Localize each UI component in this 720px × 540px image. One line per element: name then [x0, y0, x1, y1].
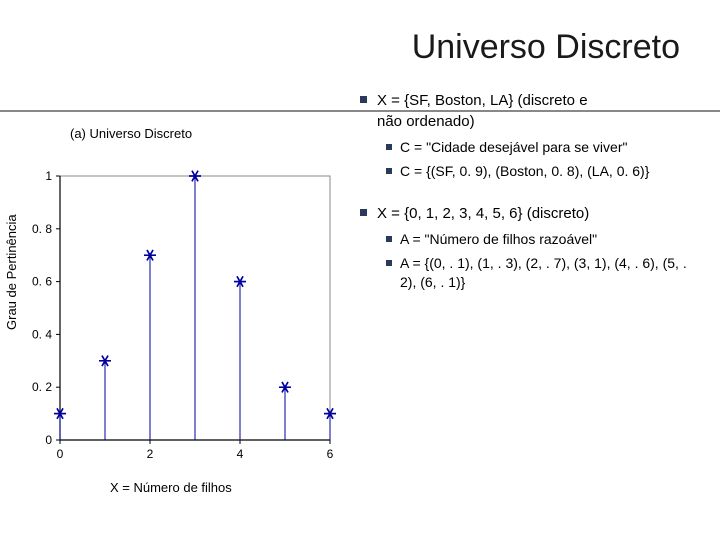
bullet-sf: X = {SF, Boston, LA} (discreto e não ord… — [360, 90, 700, 132]
text: C = "Cidade desejável para se viver" — [400, 138, 627, 158]
text: X = {0, 1, 2, 3, 4, 5, 6} (discreto) — [377, 203, 589, 224]
svg-text:4: 4 — [237, 447, 244, 461]
bullet-icon — [386, 144, 392, 150]
svg-text:0. 6: 0. 6 — [32, 275, 52, 289]
bullet-icon — [386, 168, 392, 174]
svg-text:2: 2 — [147, 447, 154, 461]
slide-title: Universo Discreto — [412, 28, 680, 67]
bullet-icon — [360, 209, 367, 216]
sub-bullet-aset: A = {(0, . 1), (1, . 3), (2, . 7), (3, 1… — [386, 254, 700, 293]
chart-caption: (a) Universo Discreto — [70, 126, 192, 141]
svg-text:0: 0 — [57, 447, 64, 461]
text: A = "Número de filhos razoável" — [400, 230, 597, 250]
bullet-x: X = {0, 1, 2, 3, 4, 5, 6} (discreto) — [360, 203, 700, 224]
sub-bullet-a: A = "Número de filhos razoável" — [386, 230, 700, 250]
svg-text:0. 8: 0. 8 — [32, 222, 52, 236]
svg-text:6: 6 — [327, 447, 334, 461]
svg-text:0. 4: 0. 4 — [32, 327, 52, 341]
bullet-icon — [386, 260, 392, 266]
svg-text:1: 1 — [45, 170, 52, 183]
text: X = {SF, Boston, LA} (discreto e — [377, 92, 588, 109]
sub-bullet-c: C = "Cidade desejável para se viver" — [386, 138, 700, 158]
bullet-icon — [360, 96, 367, 103]
bullet-icon — [386, 236, 392, 242]
text: não ordenado) — [377, 113, 475, 130]
svg-text:0. 2: 0. 2 — [32, 380, 52, 394]
sub-bullet-cset: C = {(SF, 0. 9), (Boston, 0. 8), (LA, 0.… — [386, 162, 700, 182]
stem-chart: 0 0. 2 0. 4 0. 6 0. 8 1 0 2 4 6 — [10, 170, 340, 470]
x-axis-label: X = Número de filhos — [110, 480, 232, 495]
text: C = {(SF, 0. 9), (Boston, 0. 8), (LA, 0.… — [400, 162, 649, 182]
text: A = {(0, . 1), (1, . 3), (2, . 7), (3, 1… — [400, 254, 700, 293]
bullet-content: X = {SF, Boston, LA} (discreto e não ord… — [360, 90, 700, 297]
svg-text:0: 0 — [45, 433, 52, 447]
